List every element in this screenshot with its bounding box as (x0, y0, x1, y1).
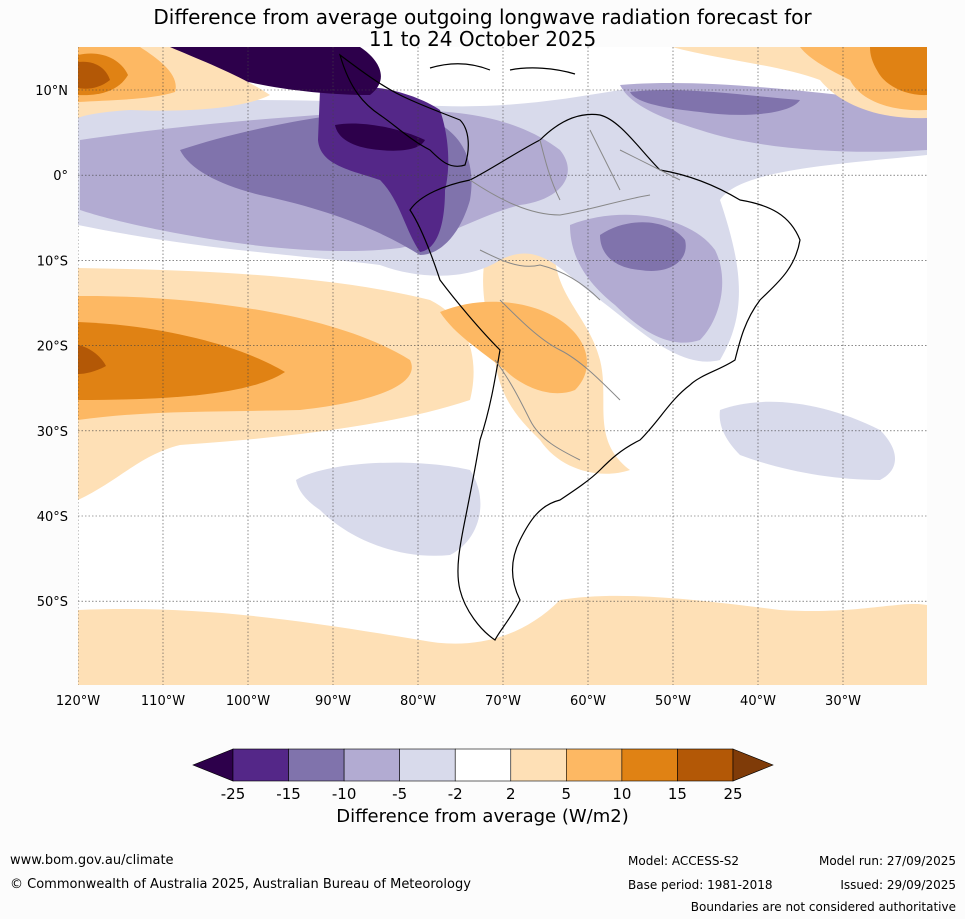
anomaly-shade-lightest-purple-south-pacific (296, 462, 481, 556)
caribbean-islands-outline (429, 63, 576, 75)
longitude-label: 50°W (655, 694, 691, 709)
longitude-label: 40°W (740, 694, 776, 709)
colorbar-arrow-low (192, 748, 234, 782)
anomaly-shade-purple-brazil (600, 222, 686, 271)
latitude-label: 0° (53, 169, 68, 184)
colorbar-tick-label: -5 (392, 785, 407, 803)
colorbar-segment (454, 748, 512, 782)
longitude-label: 60°W (570, 694, 606, 709)
colorbar-tick-label: -25 (221, 785, 246, 803)
anomaly-shade-purple-atlantic (630, 90, 800, 115)
anomaly-shade-darkest-orange-northwest (78, 61, 110, 89)
footer-website: www.bom.gov.au/climate (10, 853, 174, 868)
colorbar-segment (677, 748, 734, 782)
colorbar-tick-label: 10 (612, 785, 631, 803)
footer-model-run: Model run: 27/09/2025 (818, 854, 956, 868)
central-america-coastline (338, 53, 469, 167)
anomaly-shade-darkest-purple-east-pacific (160, 47, 381, 95)
anomaly-shade-light-orange-south (78, 595, 927, 685)
south-america-coastline (409, 113, 801, 641)
longitude-label: 110°W (141, 694, 185, 709)
footer-base-period: Base period: 1981-2018 (628, 878, 773, 892)
anomaly-field (78, 47, 927, 685)
latitude-label: 10°N (35, 84, 68, 99)
colorbar-tick-label: -10 (332, 785, 357, 803)
footer-disclaimer: Boundaries are not considered authoritat… (690, 900, 956, 914)
latitude-label: 30°S (37, 425, 68, 440)
latitude-label: 40°S (37, 510, 68, 525)
colorbar-segment (288, 748, 345, 782)
colorbar-segment (621, 748, 678, 782)
colorbar-label: Difference from average (W/m2) (336, 806, 629, 827)
colorbar-segment (343, 748, 400, 782)
coastlines (338, 53, 801, 641)
latitude-labels: 10°N 0° 10°S 20°S 30°S 40°S 50°S (35, 84, 68, 610)
anomaly-shade-lightest-purple-south-atlantic (719, 401, 895, 480)
colorbar-segment (510, 748, 567, 782)
longitude-label: 80°W (400, 694, 436, 709)
footer-copyright: © Commonwealth of Australia 2025, Austra… (10, 877, 471, 892)
longitude-label: 120°W (56, 694, 100, 709)
anomaly-shade-dark-orange-subtropics (78, 322, 285, 400)
colorbar-tick-label: 5 (562, 785, 572, 803)
anomaly-shade-darkest-purple-panama (335, 123, 425, 151)
footer-model: Model: ACCESS-S2 (628, 854, 740, 868)
colorbar-segment (566, 748, 623, 782)
colorbar-tick-label: -15 (276, 785, 301, 803)
country-borders (469, 129, 681, 461)
longitude-labels: 120°W 110°W 100°W 90°W 80°W 70°W 60°W 50°W 40°W 3… (56, 694, 861, 709)
latitude-label: 10°S (37, 254, 68, 269)
colorbar-tick-label: -2 (448, 785, 463, 803)
chart-title-line2: 11 to 24 October 2025 (368, 27, 597, 51)
longitude-label: 30°W (825, 694, 861, 709)
footer-issued: Issued: 29/09/2025 (840, 878, 956, 892)
chart-title-line1: Difference from average outgoing longwav… (153, 5, 812, 29)
colorbar-tick-label: 25 (723, 785, 742, 803)
colorbar-segment (232, 748, 289, 782)
anomaly-shade-dark-orange-northeast (870, 47, 927, 96)
colorbar-tick-label: 15 (668, 785, 687, 803)
gridlines (78, 47, 927, 685)
latitude-label: 20°S (37, 340, 68, 355)
colorbar-arrow-high (732, 748, 774, 782)
colorbar: -25 -15 -10 -5 -2 2 5 10 15 25 (192, 748, 774, 803)
longitude-label: 70°W (485, 694, 521, 709)
anomaly-shade-darkest-orange-subtropics (78, 345, 106, 374)
colorbar-tick-label: 2 (506, 785, 516, 803)
latitude-label: 50°S (37, 595, 68, 610)
colorbar-segment (399, 748, 456, 782)
longitude-label: 90°W (315, 694, 351, 709)
longitude-label: 100°W (226, 694, 270, 709)
